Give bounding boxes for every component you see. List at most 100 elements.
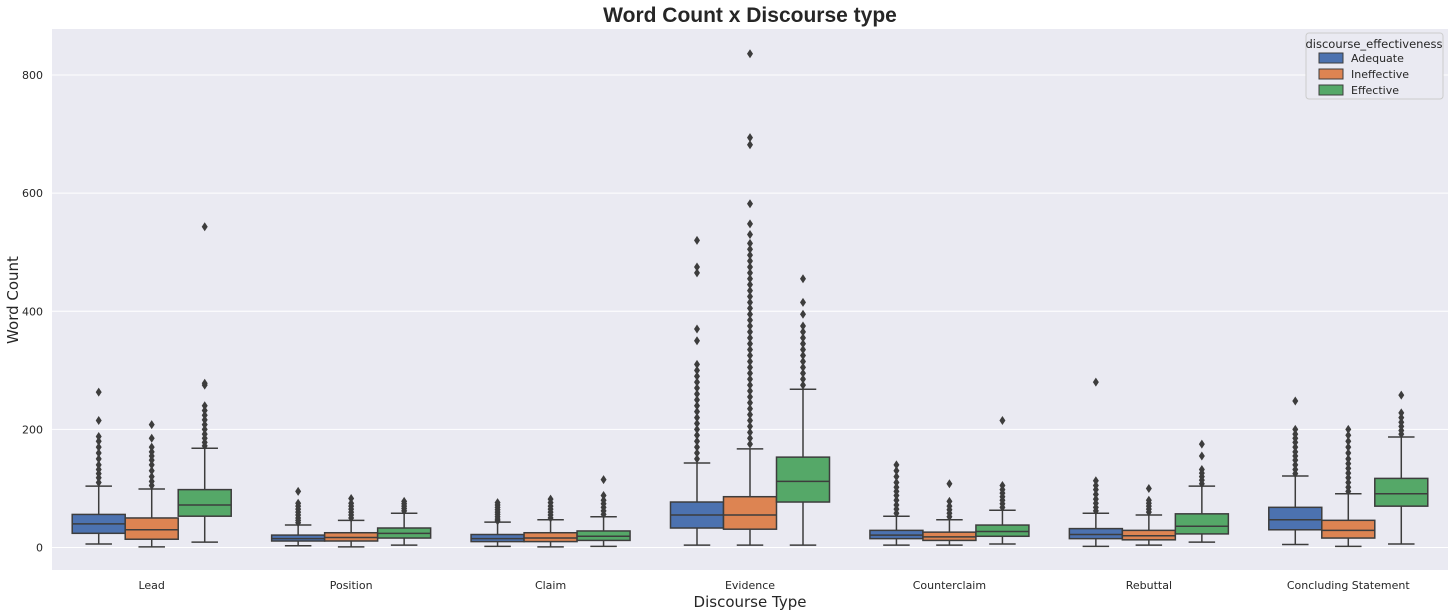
outlier-point: [148, 460, 155, 470]
outlier-point: [201, 429, 208, 439]
box-ineffective-evidence: [722, 49, 778, 546]
x-tick-label: Rebuttal: [1126, 579, 1172, 592]
outlier-point: [201, 424, 208, 434]
outlier-point: [1292, 424, 1299, 434]
outlier-point: [747, 421, 753, 431]
outlier-point: [747, 356, 753, 366]
outlier-point: [946, 501, 953, 511]
box-body: [1374, 477, 1429, 507]
outlier-point: [694, 424, 700, 434]
outlier-point: [694, 418, 700, 428]
outlier-point: [999, 416, 1006, 426]
outlier-point: [1345, 473, 1352, 483]
outlier-point: [694, 268, 700, 278]
outlier-point: [800, 345, 806, 355]
outlier-point: [747, 398, 753, 408]
outlier-point: [747, 303, 753, 313]
box-body: [124, 517, 179, 540]
outlier-point: [1345, 463, 1352, 473]
outlier-point: [694, 413, 700, 423]
outlier-point: [401, 496, 408, 506]
outlier-point: [694, 430, 700, 440]
box-ineffective-lead: [124, 420, 179, 548]
outlier-point: [547, 494, 554, 504]
outlier-point: [694, 389, 700, 399]
y-tick-label: 400: [22, 305, 43, 318]
box-adequate-evidence: [669, 235, 725, 546]
outlier-point: [1345, 448, 1352, 458]
outlier-point: [95, 416, 102, 426]
outlier-point: [1292, 442, 1299, 452]
outlier-point: [747, 133, 753, 143]
legend-label-adequate: Adequate: [1351, 52, 1404, 65]
outlier-point: [1198, 451, 1205, 461]
x-tick-label: Counterclaim: [913, 579, 986, 592]
outlier-point: [694, 359, 700, 369]
outlier-point: [201, 222, 208, 232]
box-body: [1174, 513, 1230, 535]
outlier-point: [148, 466, 155, 476]
boxes-layer: [71, 49, 1429, 548]
outlier-point: [1092, 489, 1099, 499]
outlier-point: [1145, 495, 1152, 505]
outlier-point: [348, 498, 355, 508]
legend-frame: [1305, 32, 1444, 100]
outlier-point: [694, 401, 700, 411]
box-ineffective-concluding-statement: [1321, 424, 1376, 548]
x-tick-label: Lead: [138, 579, 164, 592]
outlier-point: [95, 465, 102, 475]
outlier-point: [800, 362, 806, 372]
x-tick-label: Concluding Statement: [1287, 579, 1411, 592]
outlier-point: [747, 315, 753, 325]
legend: discourse_effectiveness Adequate Ineffect…: [1305, 32, 1444, 100]
box-effective-evidence: [775, 274, 831, 546]
outlier-point: [201, 410, 208, 420]
outlier-point: [747, 374, 753, 384]
outlier-point: [148, 447, 155, 457]
outlier-point: [295, 486, 302, 496]
outlier-point: [95, 442, 102, 452]
outlier-point: [694, 365, 700, 375]
outlier-point: [95, 478, 102, 488]
outlier-point: [95, 460, 102, 470]
outlier-point: [148, 472, 155, 482]
x-tick-label: Evidence: [725, 579, 775, 592]
outlier-point: [747, 339, 753, 349]
outlier-point: [747, 262, 753, 272]
outlier-point: [694, 454, 700, 464]
outlier-point: [800, 309, 806, 319]
box-effective-position: [376, 496, 432, 546]
outlier-point: [747, 291, 753, 301]
box-ineffective-rebuttal: [1121, 483, 1177, 546]
outlier-point: [201, 415, 208, 425]
outlier-point: [893, 500, 900, 510]
outlier-point: [747, 238, 753, 248]
outlier-point: [747, 140, 753, 150]
outlier-point: [747, 256, 753, 266]
x-tick-label: Claim: [535, 579, 566, 592]
outlier-point: [1398, 390, 1405, 400]
outlier-point: [1345, 442, 1352, 452]
y-tick-labels: 0 200 400 600 800: [22, 69, 43, 555]
outlier-point: [800, 333, 806, 343]
outlier-point: [800, 339, 806, 349]
outlier-point: [747, 244, 753, 254]
outlier-point: [747, 386, 753, 396]
outlier-point: [1345, 482, 1352, 492]
box-body: [722, 495, 778, 530]
outlier-point: [999, 480, 1006, 490]
outlier-point: [747, 229, 753, 239]
outlier-point: [1345, 454, 1352, 464]
outlier-point: [747, 392, 753, 402]
outlier-point: [1345, 459, 1352, 469]
outlier-point: [747, 333, 753, 343]
outlier-point: [747, 274, 753, 284]
outlier-point: [946, 479, 953, 489]
outlier-point: [148, 420, 155, 430]
outlier-point: [1292, 465, 1299, 475]
outlier-point: [946, 496, 953, 506]
outlier-point: [600, 475, 607, 485]
outlier-point: [747, 199, 753, 209]
outlier-point: [800, 356, 806, 366]
